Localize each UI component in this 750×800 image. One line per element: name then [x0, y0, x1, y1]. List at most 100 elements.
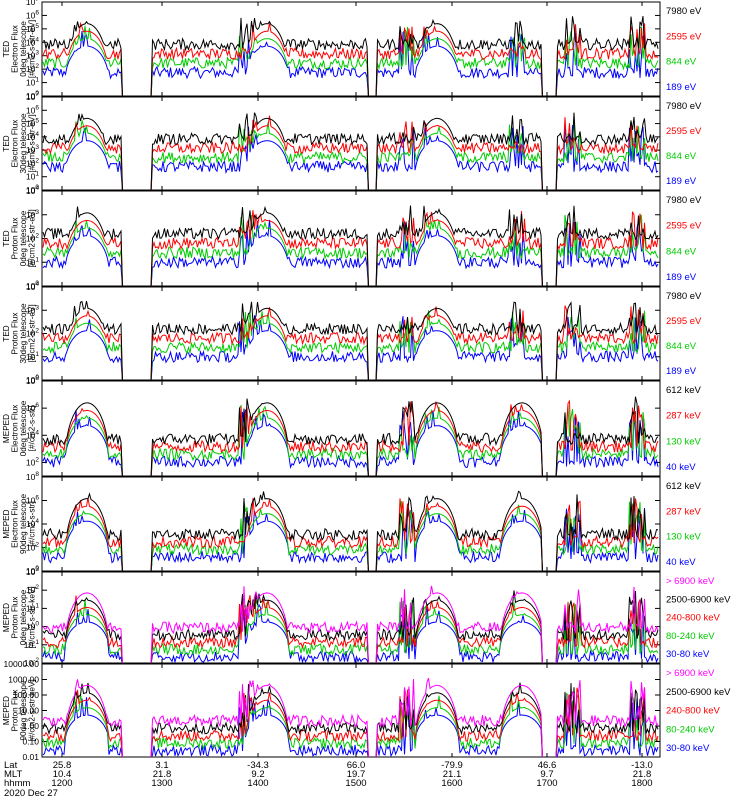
- time-axis: LatMLThhmm25.810.412003.121.81300-34.39.…: [4, 760, 653, 799]
- series-40-kev: [42, 409, 659, 476]
- y-axis-label: [#/cm2-s-str-keV]: [28, 679, 37, 741]
- mlt-tick-label: 21.8: [633, 769, 652, 780]
- y-axis-label: TED: [2, 230, 11, 246]
- legend-entry: 2595 eV: [666, 126, 702, 137]
- series-240-800-kev: [42, 687, 659, 757]
- y-axis-label: Proton Flux: [11, 218, 20, 260]
- y-tick-label: 104: [26, 36, 39, 47]
- y-tick-label: 106: [26, 402, 39, 413]
- series-2500-6900-kev: [42, 590, 659, 663]
- hhmm-tick-label: 1500: [345, 778, 366, 789]
- lat-tick-label: -13.0: [631, 760, 653, 771]
- series-612-kev: [42, 396, 659, 476]
- y-tick-label: 107: [26, 91, 39, 102]
- y-axis-label: [#/cm2-s-str-keV]: [28, 586, 37, 648]
- series-189-ev: [42, 219, 659, 286]
- legend-entry: 240-800 keV: [666, 613, 721, 624]
- series-80-240-kev: [42, 599, 659, 663]
- y-tick-label: 107: [26, 0, 39, 7]
- series-844-ev: [42, 214, 659, 286]
- traces: [42, 300, 659, 380]
- series-240-800-kev: [42, 595, 659, 663]
- series-30-80-kev: [42, 696, 659, 757]
- y-tick-label: 102: [26, 157, 39, 168]
- series-2595-ev: [42, 115, 659, 190]
- lat-tick-label: -34.3: [247, 760, 269, 771]
- y-tick-label: 100: [26, 184, 39, 195]
- y-axis-label: 90deg telescope: [19, 494, 28, 555]
- series-2595-ev: [42, 305, 659, 380]
- y-axis-label: MEPED: [2, 696, 11, 725]
- series-2595-ev: [42, 21, 659, 96]
- traces: [42, 16, 659, 96]
- hhmm-tick-label: 1700: [536, 778, 557, 789]
- series-612-kev: [42, 490, 659, 571]
- series-7980-ev: [42, 112, 659, 190]
- y-axis-label: Proton Flux: [11, 597, 20, 639]
- y-axis-label: [#/cm2-s-str]: [28, 406, 37, 452]
- y-tick-label: 10-2: [24, 657, 40, 668]
- y-axis-label: [#/cm2-s-str]: [28, 501, 37, 547]
- hhmm-tick-label: 1200: [51, 778, 72, 789]
- legend-entry: 130 keV: [666, 532, 702, 543]
- legend-entry: 2595 eV: [666, 31, 702, 42]
- series-844-ev: [42, 310, 659, 380]
- mlt-tick-label: 21.1: [443, 769, 462, 780]
- mlt-tick-label: 9.2: [251, 769, 264, 780]
- y-tick-label: 103: [26, 304, 39, 315]
- y-axis-label: TED: [2, 325, 11, 341]
- legend-entry: 7980 eV: [666, 195, 702, 206]
- y-tick-label: 100: [26, 280, 39, 291]
- legend-entry: 189 eV: [666, 82, 697, 93]
- panel-meped-e-0: 102 104 106 108 MEPED Electron Flux 0deg teles…: [2, 375, 702, 477]
- legend-entry: 2500-6900 keV: [666, 594, 731, 605]
- y-tick-label: 104: [26, 185, 39, 196]
- series-7980-ev: [42, 300, 659, 380]
- series-30-80-kev: [42, 603, 659, 663]
- y-tick-label: 100: [26, 565, 39, 576]
- y-tick-label: 101: [26, 256, 39, 267]
- y-axis-label: Proton Flux: [11, 313, 20, 355]
- legend-entry: 2595 eV: [666, 221, 702, 232]
- legend-entry: 7980 eV: [666, 6, 702, 17]
- mlt-tick-label: 21.8: [153, 769, 172, 780]
- panel-ted-p-0: 100 101 102 103 104 TED Proton Flux 0deg telesc…: [2, 185, 702, 291]
- y-axis-label: MEPED: [2, 509, 11, 538]
- legend-entry: 844 eV: [666, 246, 697, 257]
- mlt-tick-label: 19.7: [347, 769, 366, 780]
- y-tick-label: 0.01: [22, 752, 39, 762]
- y-tick-label: 102: [26, 456, 39, 467]
- y-tick-label: 104: [26, 131, 39, 142]
- y-axis-label: Electron Flux: [11, 120, 20, 168]
- y-axis-label: Proton Flux: [11, 690, 20, 732]
- y-axis-label: 0deg telescope: [19, 589, 28, 645]
- series-2595-ev: [42, 210, 659, 286]
- y-axis-label: Electron Flux: [11, 405, 20, 453]
- lat-tick-label: -79.9: [441, 760, 463, 771]
- y-axis-label: [#/cm2-s-str-eV]: [28, 304, 37, 362]
- mlt-tick-label: 10.4: [53, 769, 72, 780]
- lat-tick-label: 3.1: [155, 760, 168, 771]
- legend-entry: 612 keV: [666, 481, 702, 492]
- date-label: 2020 Dec 27: [4, 788, 58, 799]
- y-tick-label: 1.00: [22, 721, 39, 731]
- y-axis-label: MEPED: [2, 414, 11, 443]
- series-189-ev: [42, 125, 659, 190]
- y-tick-label: 103: [26, 209, 39, 220]
- y-axis-label: [#/cm2-s-str-eV]: [28, 114, 37, 172]
- series-189-ev: [42, 30, 659, 96]
- y-tick-label: 10.00: [18, 706, 40, 716]
- y-tick-label: 102: [26, 542, 39, 553]
- y-tick-label: 1000.00: [8, 675, 39, 685]
- series-844-ev: [42, 25, 659, 96]
- legend-entry: 80-240 keV: [666, 724, 715, 735]
- y-tick-label: 103: [26, 566, 39, 577]
- series-287-kev: [42, 399, 659, 476]
- legend-entry: 2500-6900 keV: [666, 687, 731, 698]
- series-40-kev: [42, 507, 659, 571]
- hhmm-tick-label: 1600: [441, 778, 462, 789]
- time-axis-row-label: MLT: [4, 769, 22, 780]
- mlt-tick-label: 9.7: [540, 769, 553, 780]
- y-axis-label: 0deg telescope: [19, 210, 28, 266]
